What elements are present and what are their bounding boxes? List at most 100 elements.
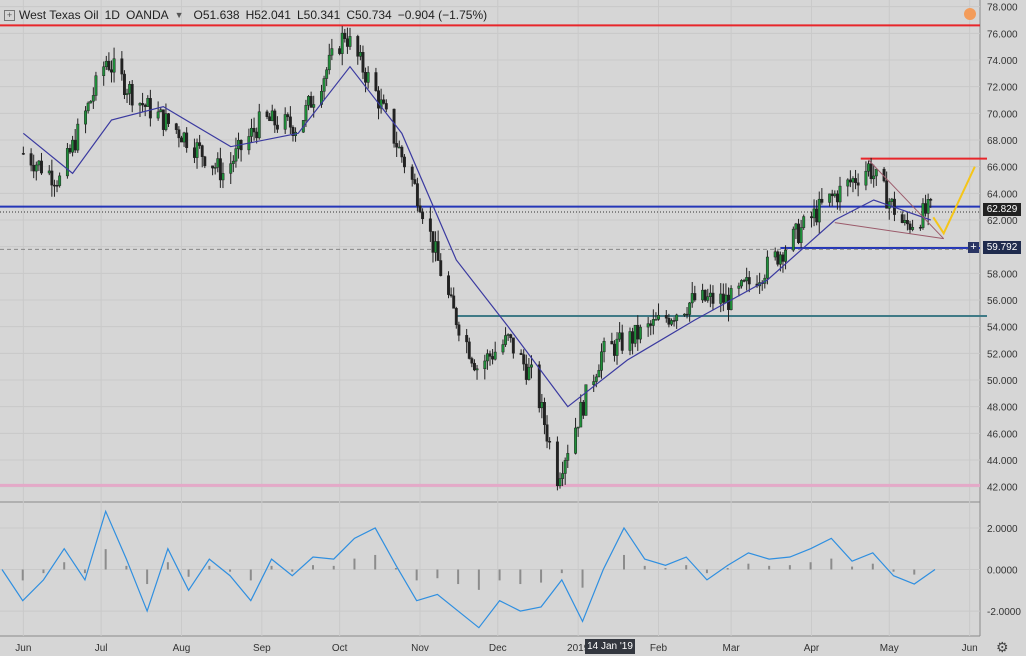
candle-down bbox=[395, 143, 399, 148]
candle-down bbox=[345, 38, 349, 47]
candle-up bbox=[506, 334, 510, 336]
candle-up bbox=[828, 193, 832, 203]
candle-down bbox=[364, 72, 368, 83]
candle-down bbox=[122, 73, 126, 96]
candle-down bbox=[929, 199, 933, 201]
candle-up bbox=[724, 294, 728, 303]
osc-y-tick-label: -2.0000 bbox=[987, 607, 1021, 618]
candle-down bbox=[174, 123, 178, 130]
candle-up bbox=[146, 98, 150, 107]
candle-up bbox=[37, 160, 41, 166]
candle-down bbox=[924, 203, 928, 214]
candle-down bbox=[50, 170, 54, 186]
candle-down bbox=[522, 354, 526, 365]
candle-down bbox=[415, 183, 419, 206]
candle-down bbox=[338, 48, 342, 54]
y-tick-label: 56.000 bbox=[987, 296, 1018, 307]
y-tick-label: 68.000 bbox=[987, 136, 1018, 147]
candle-up bbox=[128, 84, 132, 94]
x-tick-label: Feb bbox=[650, 643, 668, 654]
candle-up bbox=[690, 293, 694, 304]
candle-down bbox=[636, 324, 640, 340]
candle-down bbox=[110, 69, 113, 73]
candle-down bbox=[711, 292, 715, 304]
candle-down bbox=[273, 110, 277, 126]
candle-down bbox=[392, 108, 396, 144]
candle-up bbox=[799, 227, 803, 243]
candle-down bbox=[141, 103, 145, 106]
candle-down bbox=[509, 334, 513, 339]
y-tick-label: 72.000 bbox=[987, 83, 1018, 94]
candle-down bbox=[275, 124, 279, 130]
candle-up bbox=[475, 368, 479, 371]
candle-down bbox=[447, 275, 450, 295]
candle-down bbox=[200, 145, 204, 157]
candle-up bbox=[195, 142, 199, 158]
candle-up bbox=[325, 69, 329, 79]
candle-up bbox=[164, 113, 168, 130]
candle-down bbox=[776, 251, 780, 265]
candle-up bbox=[86, 102, 90, 112]
interval[interactable]: 1D bbox=[104, 8, 120, 22]
candle-up bbox=[638, 326, 642, 340]
chevron-down-icon[interactable]: ▼ bbox=[174, 10, 184, 20]
candle-up bbox=[874, 168, 878, 177]
candle-up bbox=[58, 175, 62, 186]
osc-y-tick-label: 0.0000 bbox=[987, 566, 1018, 577]
candle-up bbox=[706, 296, 710, 301]
candle-up bbox=[89, 100, 93, 104]
collapse-icon[interactable]: + bbox=[4, 9, 15, 21]
candle-down bbox=[198, 142, 202, 146]
oscillator-line bbox=[1, 509, 936, 629]
candle-up bbox=[561, 473, 565, 479]
candle-up bbox=[737, 285, 741, 289]
candle-down bbox=[672, 320, 676, 322]
x-tick-label: Nov bbox=[411, 643, 429, 654]
candle-up bbox=[434, 241, 438, 253]
candle-down bbox=[703, 289, 707, 301]
candle-up bbox=[65, 148, 69, 177]
osc-y-tick-label: 2.0000 bbox=[987, 524, 1018, 535]
candle-down bbox=[905, 220, 909, 225]
candle-up bbox=[890, 198, 894, 202]
candle-up bbox=[327, 54, 331, 71]
candle-up bbox=[504, 335, 508, 345]
add-alert-icon[interactable]: + bbox=[968, 242, 979, 253]
candle-down bbox=[848, 179, 852, 183]
candle-down bbox=[192, 147, 196, 158]
candle-up bbox=[654, 319, 658, 321]
candle-down bbox=[835, 193, 839, 203]
candle-up bbox=[322, 78, 326, 92]
candle-down bbox=[268, 116, 272, 122]
candle-up bbox=[633, 324, 637, 344]
candle-up bbox=[257, 111, 261, 139]
candle-down bbox=[467, 341, 471, 359]
candle-up bbox=[846, 179, 850, 187]
candle-up bbox=[584, 384, 588, 416]
candle-down bbox=[177, 129, 181, 139]
candle-down bbox=[21, 153, 25, 155]
candle-down bbox=[143, 104, 147, 107]
candle-down bbox=[402, 156, 406, 168]
candle-up bbox=[646, 323, 650, 328]
candle-up bbox=[566, 453, 570, 461]
y-tick-label: 50.000 bbox=[987, 376, 1018, 387]
candle-up bbox=[791, 228, 795, 251]
alert-dot-icon[interactable] bbox=[964, 8, 976, 20]
gear-icon[interactable]: ⚙ bbox=[996, 639, 1009, 655]
x-tick-label: May bbox=[880, 643, 899, 654]
candle-up bbox=[817, 198, 821, 223]
candle-up bbox=[159, 109, 163, 113]
candle-down bbox=[555, 441, 559, 487]
candle-up bbox=[379, 99, 383, 109]
candle-down bbox=[400, 146, 404, 158]
symbol-name[interactable]: West Texas Oil bbox=[19, 8, 99, 22]
candle-up bbox=[563, 460, 567, 474]
candle-up bbox=[138, 103, 142, 106]
candle-up bbox=[688, 302, 692, 315]
candle-down bbox=[421, 211, 425, 220]
candle-up bbox=[701, 289, 705, 301]
candle-down bbox=[797, 223, 800, 243]
